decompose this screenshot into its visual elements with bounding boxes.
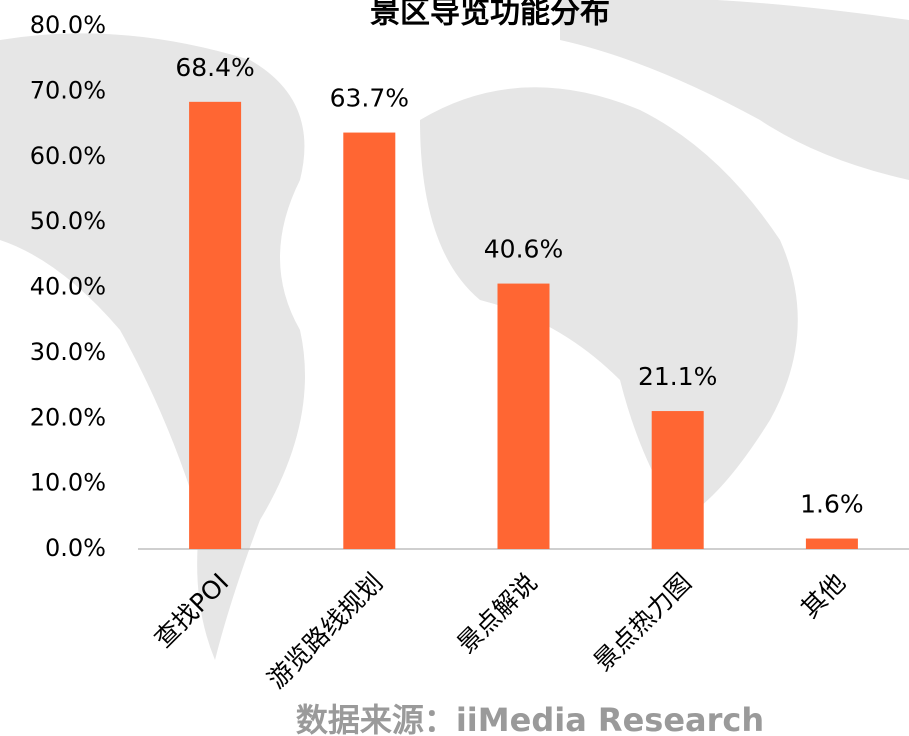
value-label: 63.7% bbox=[330, 84, 409, 113]
y-tick-label: 60.0% bbox=[30, 142, 106, 170]
x-tick-label: 景点热力图 bbox=[588, 568, 697, 677]
value-label: 1.6% bbox=[800, 490, 864, 519]
y-tick-label: 10.0% bbox=[30, 469, 106, 497]
value-label: 68.4% bbox=[175, 53, 254, 82]
y-tick-label: 20.0% bbox=[30, 403, 106, 431]
y-tick-label: 30.0% bbox=[30, 338, 106, 366]
background-map bbox=[0, 0, 909, 661]
bar bbox=[805, 538, 858, 549]
x-tick-label: 景点解说 bbox=[451, 568, 542, 659]
y-tick-label: 0.0% bbox=[45, 534, 106, 562]
y-tick-label: 80.0% bbox=[30, 11, 106, 39]
y-tick-label: 40.0% bbox=[30, 273, 106, 301]
bar bbox=[189, 101, 242, 550]
value-label: 40.6% bbox=[484, 235, 563, 264]
bar bbox=[497, 283, 550, 549]
bar bbox=[651, 411, 704, 549]
value-label: 21.1% bbox=[638, 362, 717, 391]
y-tick-label: 70.0% bbox=[30, 76, 106, 104]
y-tick-label: 50.0% bbox=[30, 207, 106, 235]
x-tick-label: 其他 bbox=[795, 568, 851, 624]
x-tick-label: 游览路线规划 bbox=[262, 568, 389, 695]
bar bbox=[343, 132, 396, 549]
chart-title: 景区导览功能分布 bbox=[370, 0, 610, 31]
source-note: 数据来源：iiMedia Research bbox=[296, 701, 764, 736]
